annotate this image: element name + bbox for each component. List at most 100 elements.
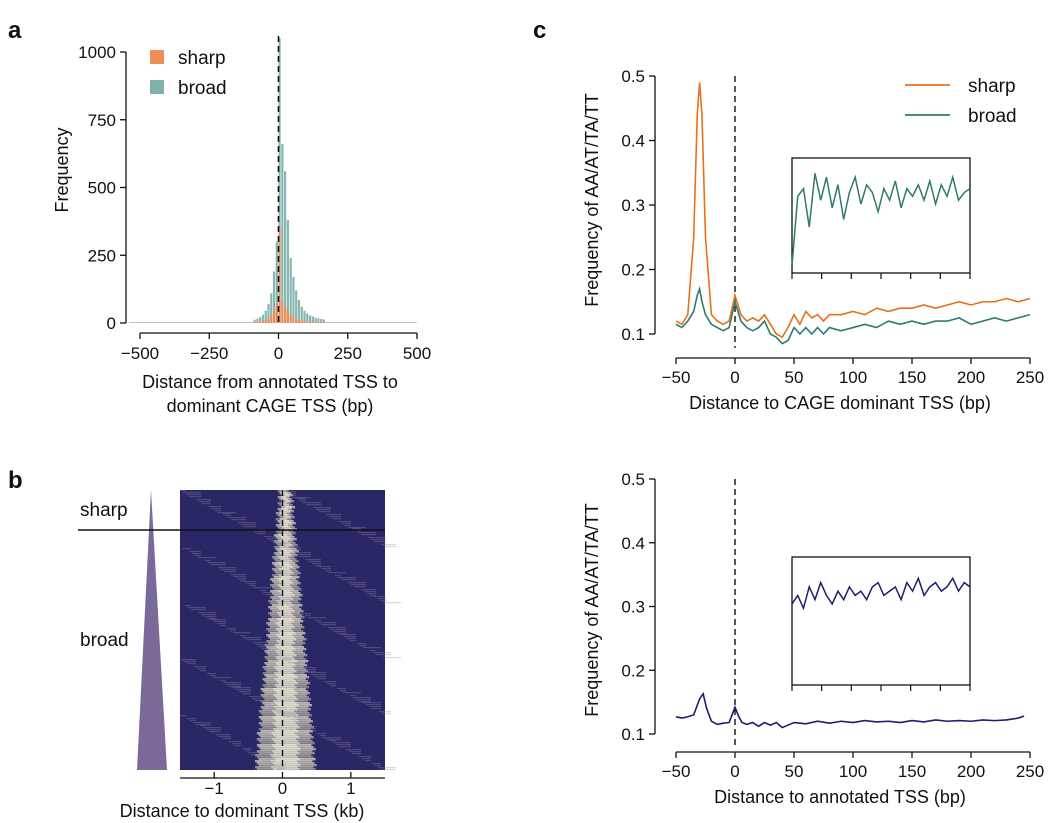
heatmap-row-core <box>274 724 298 727</box>
heatmap-row-core <box>279 540 289 543</box>
heatmap-noise <box>206 729 221 731</box>
heatmap-row-core <box>273 666 293 669</box>
row-group-label-sharp: sharp <box>80 500 128 521</box>
x-tick-label: −500 <box>121 344 159 363</box>
bar-sharp <box>314 321 317 323</box>
y-tick-label: 0.2 <box>621 661 645 680</box>
heatmap-noise <box>369 706 381 708</box>
bar-broad <box>289 257 292 323</box>
heatmap-noise <box>373 652 391 654</box>
heatmap-row-core <box>278 608 293 611</box>
heatmap-noise <box>346 749 361 751</box>
series-line-sharp <box>675 82 1031 339</box>
y-tick-label: 250 <box>88 246 116 265</box>
y-tick-label: 0.5 <box>621 470 645 489</box>
heatmap-noise <box>240 580 246 582</box>
heatmap-noise <box>193 722 211 724</box>
heatmap-noise <box>197 668 206 670</box>
bar-broad <box>317 318 320 323</box>
heatmap-noise <box>260 590 266 592</box>
heatmap-row-core <box>279 660 298 663</box>
heatmap-noise <box>368 537 386 539</box>
y-tick-label: 0.1 <box>621 325 645 344</box>
heatmap-row-core <box>272 768 300 771</box>
heatmap-row-core <box>281 582 294 585</box>
cage-profile-x-axis-label: Distance to CAGE dominant TSS (bp) <box>689 393 991 413</box>
bar-broad <box>320 318 323 323</box>
bar-broad <box>259 317 262 323</box>
heatmap-row-core <box>280 530 289 533</box>
heatmap-noise <box>247 583 256 585</box>
bar-broad <box>308 315 312 323</box>
histogram-x-axis-label-line2: dominant CAGE TSS (bp) <box>167 396 374 416</box>
heatmap-row-core <box>284 494 290 497</box>
heatmap-noise <box>219 736 231 738</box>
heatmap-noise <box>276 599 291 601</box>
heatmap-noise <box>254 531 266 533</box>
x-tick-label: 250 <box>334 344 362 363</box>
heatmap-noise <box>182 548 191 550</box>
heatmap-noise <box>244 581 256 583</box>
heatmap-noise <box>238 522 256 524</box>
heatmap-row-core <box>280 576 293 579</box>
heatmap-noise <box>339 521 351 523</box>
heatmap-row-core <box>277 664 296 667</box>
bar-broad <box>295 290 298 323</box>
heatmap-noise <box>375 765 381 767</box>
heatmap-noise <box>312 563 321 565</box>
heatmap-noise <box>180 715 186 717</box>
bar-broad <box>311 316 314 323</box>
heatmap-noise <box>199 501 211 503</box>
heatmap-row-core <box>279 546 289 549</box>
heatmap-noise <box>363 702 381 704</box>
heatmap-noise <box>381 769 396 771</box>
heatmap-row-core <box>278 568 290 571</box>
heatmap-noise <box>218 512 236 514</box>
histogram-panel: −500 −250 0 250 500 0 250 500 750 1000 sharp broa… <box>52 36 431 416</box>
heatmap-noise <box>271 764 286 766</box>
heatmap-noise <box>198 557 216 559</box>
heatmap-row-core <box>274 730 299 733</box>
heatmap-row-core <box>274 718 297 721</box>
heatmap-noise <box>304 726 316 728</box>
x-tick-label: 150 <box>898 368 926 387</box>
annotated-profile-plot: −50 0 50 100 150 200 250 0.1 0.2 0.3 0.4 0.5 <box>621 470 1044 781</box>
heatmap-noise <box>205 560 211 562</box>
heatmap-row-core <box>276 674 296 677</box>
heatmap-row-core <box>282 572 294 575</box>
heatmap-row-core <box>274 672 294 675</box>
heatmap-noise <box>248 752 266 754</box>
heatmap-row-core <box>282 566 294 569</box>
heatmap-noise <box>195 555 201 557</box>
heatmap-row-core <box>277 618 293 621</box>
heatmap-noise <box>313 507 331 509</box>
heatmap-noise <box>289 606 301 608</box>
heatmap-noise <box>361 534 376 536</box>
heatmap-noise <box>183 492 201 494</box>
x-tick-label: 150 <box>898 762 926 781</box>
bar-broad <box>306 313 309 323</box>
x-tick-label: 0 <box>278 779 287 798</box>
heatmap-noise <box>240 635 246 637</box>
heatmap-row-core <box>273 746 299 749</box>
heatmap-noise <box>337 633 346 635</box>
heatmap-noise <box>273 597 291 599</box>
heatmap-noise <box>350 695 356 697</box>
cage-profile-plot: −50 0 50 100 150 200 250 0.1 0.2 0.3 0.4 0.5 <box>621 67 1044 387</box>
heatmap-noise <box>255 755 261 757</box>
heatmap-row-core <box>273 694 295 697</box>
heatmap-noise <box>282 658 291 660</box>
heatmap-noise <box>237 578 246 580</box>
heatmap-noise <box>359 756 371 758</box>
y-tick-label: 0.4 <box>621 132 645 151</box>
inset-frame <box>791 556 971 686</box>
legend-label-sharp-c: sharp <box>968 76 1016 97</box>
heatmap-row-core <box>279 592 293 595</box>
heatmap-noise <box>308 617 326 619</box>
heatmap-row-core <box>280 536 290 539</box>
heatmap-noise <box>242 748 251 750</box>
bar-broad <box>272 271 276 323</box>
heatmap-noise <box>323 737 341 739</box>
heatmap-noise <box>222 513 231 515</box>
